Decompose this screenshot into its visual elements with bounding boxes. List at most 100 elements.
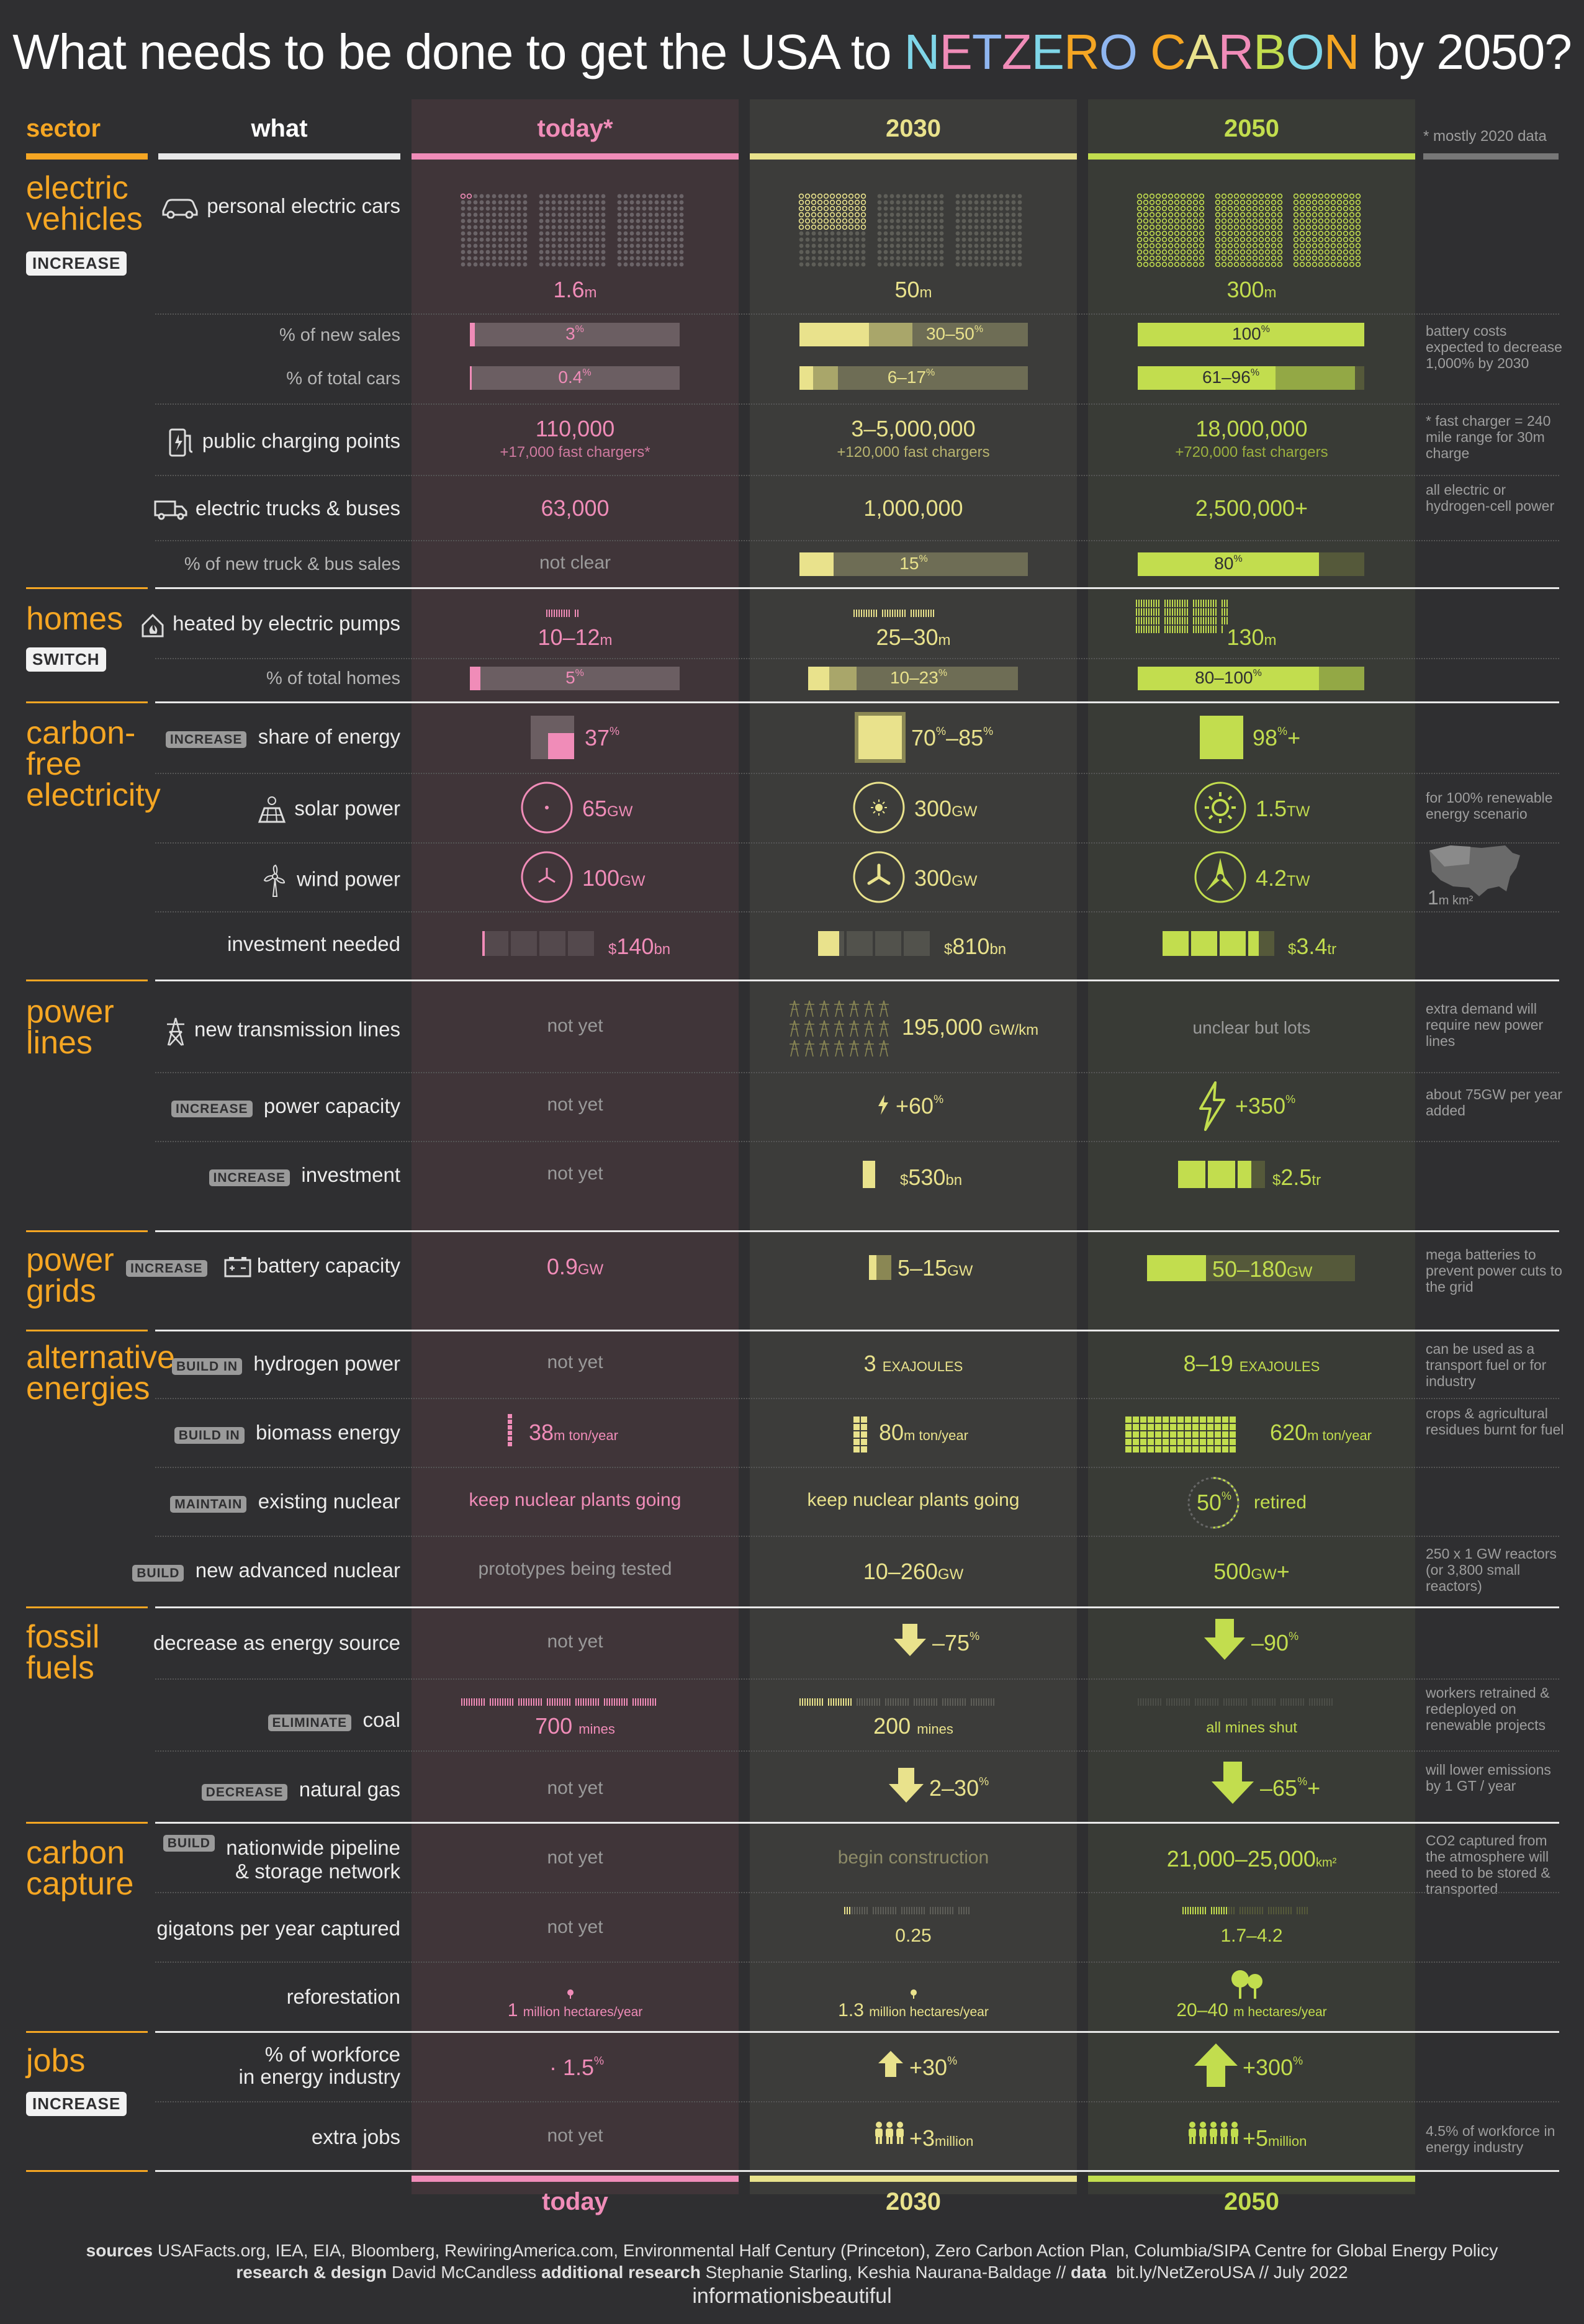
car-dot — [636, 212, 641, 217]
car-dot — [836, 262, 841, 267]
car-dot — [1324, 249, 1330, 255]
pl-invest-2050-value: $2.5tr — [1272, 1164, 1321, 1190]
car-dot — [999, 225, 1004, 230]
car-dot — [1305, 261, 1312, 268]
tick — [502, 1698, 503, 1706]
tick — [862, 1907, 863, 1914]
car-dot — [648, 250, 653, 254]
car-dot — [889, 231, 894, 236]
car-dot — [848, 212, 854, 218]
biomass-block — [1163, 1416, 1169, 1423]
tick — [1158, 626, 1159, 633]
car-dot — [1258, 236, 1264, 243]
car-dot — [492, 237, 497, 242]
tick — [577, 610, 578, 617]
car-dot — [1277, 212, 1283, 218]
car-dot — [1199, 255, 1205, 261]
car-dot — [1240, 236, 1246, 243]
car-dot — [980, 262, 985, 267]
car-dot — [523, 237, 528, 242]
car-dot — [654, 225, 659, 230]
car-dot — [1174, 255, 1180, 261]
biomass-block — [1125, 1446, 1132, 1452]
total-homes-today-value: 5% — [565, 668, 584, 687]
tick — [1169, 617, 1171, 624]
car-dot — [1161, 236, 1168, 243]
car-dot — [648, 262, 653, 267]
tick — [1236, 1698, 1237, 1706]
car-dot — [908, 218, 913, 223]
tick — [595, 1698, 596, 1706]
car-dot — [889, 206, 894, 211]
car-dot — [588, 256, 593, 261]
car-dot — [629, 250, 634, 254]
wind-2050-icon — [1194, 851, 1246, 903]
tick — [952, 1698, 953, 1706]
pylon-icon — [804, 1040, 814, 1057]
car-dot — [1161, 249, 1168, 255]
truck-sales-2030-bar — [799, 552, 1028, 576]
tick — [1182, 617, 1183, 624]
car-dot — [927, 206, 932, 211]
car-dot — [1252, 193, 1258, 199]
car-dot — [557, 212, 562, 217]
car-dot — [933, 237, 938, 242]
car-dot — [805, 231, 810, 236]
car-dot — [824, 256, 829, 261]
tick — [1210, 617, 1212, 624]
tick — [1226, 600, 1228, 607]
car-dot — [1168, 261, 1174, 268]
tick — [1190, 1907, 1191, 1914]
tick — [1158, 600, 1159, 607]
tick — [935, 1907, 936, 1914]
car-dot — [595, 225, 600, 230]
tick — [1182, 600, 1183, 607]
tick — [559, 1698, 560, 1706]
tick — [1143, 617, 1145, 624]
car-dot — [1186, 261, 1192, 268]
car-dot — [492, 256, 497, 261]
car-dot — [467, 231, 472, 236]
car-dot — [914, 250, 919, 254]
car-dot — [896, 243, 901, 248]
car-dot — [877, 256, 882, 261]
tick — [1200, 626, 1202, 633]
nuclear-today-value: keep nuclear plants going — [469, 1490, 682, 1510]
coal-2030-value: 200 mines — [873, 1713, 953, 1739]
car-dot — [1161, 193, 1168, 199]
tick — [861, 610, 862, 617]
car-dot — [805, 237, 810, 242]
car-dot — [1192, 261, 1199, 268]
car-dot — [1005, 225, 1010, 230]
tick — [866, 1907, 868, 1914]
biomass-block — [1207, 1416, 1213, 1423]
car-dot — [1305, 193, 1312, 199]
car-dot — [1215, 224, 1221, 230]
biomass-block — [1200, 1439, 1206, 1445]
car-dot — [582, 200, 587, 205]
car-dot — [1277, 255, 1283, 261]
car-dot — [504, 218, 509, 223]
tick — [819, 1698, 821, 1706]
car-dot — [479, 250, 484, 254]
car-dot — [1299, 193, 1305, 199]
car-dot — [805, 243, 810, 248]
car-dot — [823, 199, 829, 205]
car-dot — [883, 231, 888, 236]
car-dot — [1264, 199, 1271, 205]
car-dot — [1330, 212, 1336, 218]
car-dot — [1155, 224, 1161, 230]
tick — [799, 1698, 801, 1706]
tick — [1288, 1698, 1289, 1706]
car-dot — [860, 224, 866, 230]
car-dot — [557, 243, 562, 248]
car-dot — [545, 243, 550, 248]
car-dot — [974, 225, 979, 230]
car-dot — [623, 206, 628, 211]
car-dot — [588, 218, 593, 223]
car-dot — [961, 206, 966, 211]
car-dot — [629, 237, 634, 242]
car-dot — [1330, 230, 1336, 236]
car-dot — [1355, 249, 1361, 255]
gas-2050-value: –65%+ — [1260, 1775, 1321, 1801]
